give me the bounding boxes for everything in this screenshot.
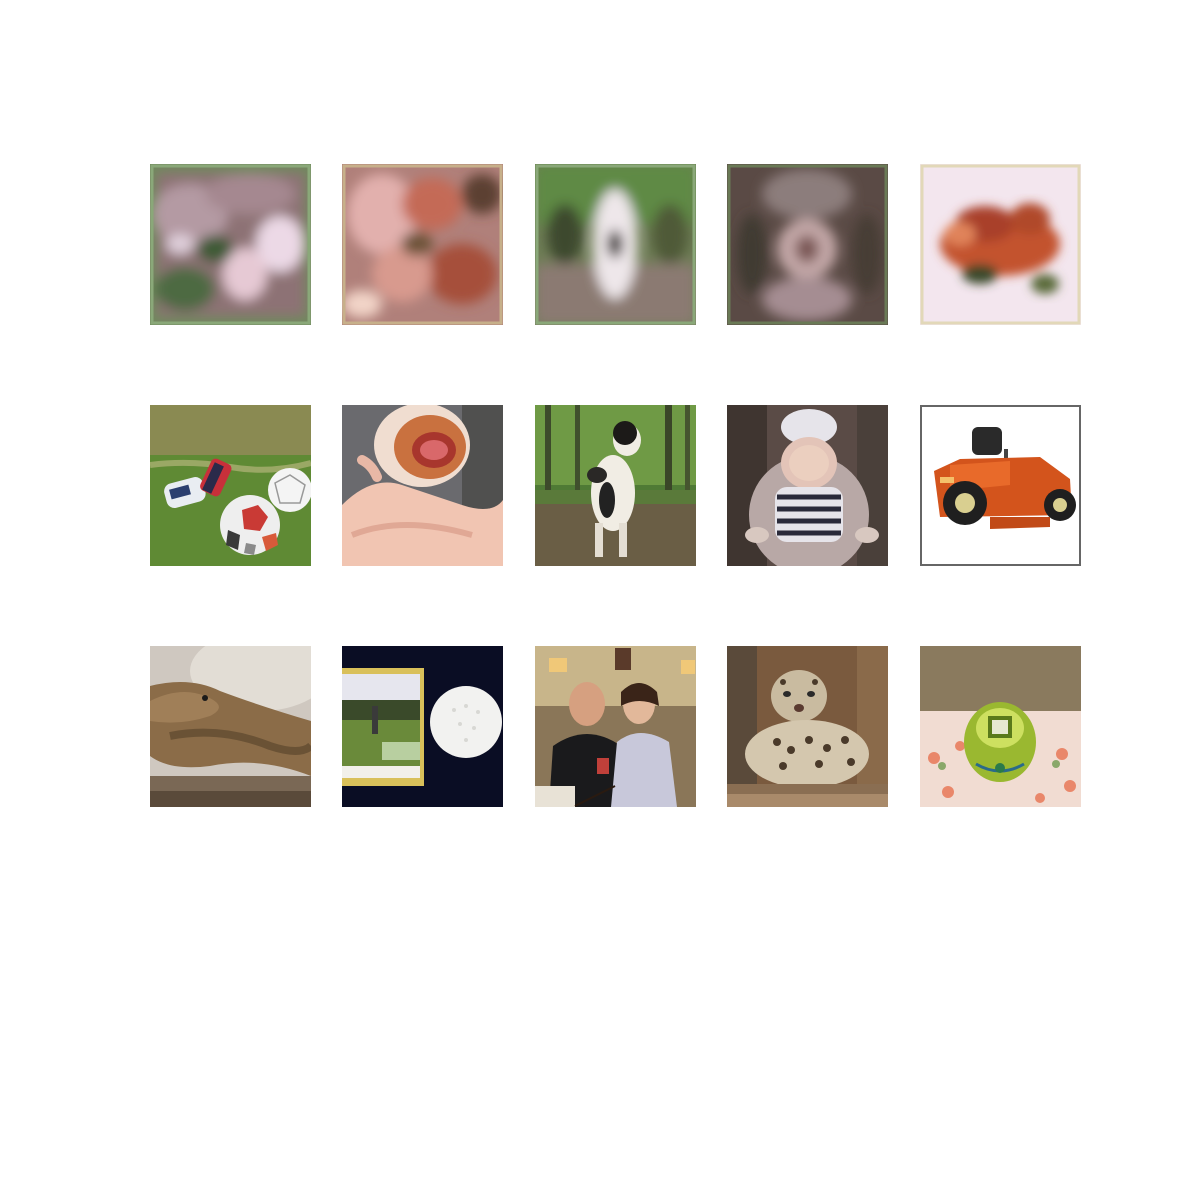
blurry-food-thumbnail bbox=[342, 164, 503, 325]
blurry-tractor-image bbox=[920, 164, 1081, 325]
blurry-flowers-thumbnail bbox=[150, 164, 311, 325]
dog-in-forest-photo bbox=[535, 405, 696, 566]
lizard-on-rock-photo bbox=[150, 646, 311, 807]
baby-in-bouncer-image bbox=[727, 405, 888, 566]
blurry-flowers-image bbox=[150, 164, 311, 325]
couple-at-dinner-photo bbox=[535, 646, 696, 807]
couple-at-dinner-image bbox=[535, 646, 696, 807]
blurry-dog-thumbnail bbox=[535, 164, 696, 325]
hot-dog-bun-in-hand-image bbox=[342, 405, 503, 566]
snow-leopard-photo bbox=[727, 646, 888, 807]
blurry-baby-image bbox=[727, 164, 888, 325]
blurry-baby-thumbnail bbox=[727, 164, 888, 325]
dog-in-forest-image bbox=[535, 405, 696, 566]
baby-in-bouncer-photo bbox=[727, 405, 888, 566]
lizard-on-rock-image bbox=[150, 646, 311, 807]
blurry-dog-image bbox=[535, 164, 696, 325]
orange-lawn-tractor-image bbox=[920, 405, 1081, 566]
green-lid-on-floral-cloth-image bbox=[920, 646, 1081, 807]
snow-leopard-image bbox=[727, 646, 888, 807]
blurry-food-image bbox=[342, 164, 503, 325]
blurry-tractor-thumbnail bbox=[920, 164, 1081, 325]
green-lid-on-floral-cloth-photo bbox=[920, 646, 1081, 807]
soccer-balls-gloves-photo bbox=[150, 405, 311, 566]
golf-ball-and-package-image bbox=[342, 646, 503, 807]
soccer-balls-gloves-image bbox=[150, 405, 311, 566]
golf-ball-and-package-photo bbox=[342, 646, 503, 807]
orange-lawn-tractor-photo bbox=[920, 405, 1081, 566]
hot-dog-bun-in-hand-photo bbox=[342, 405, 503, 566]
